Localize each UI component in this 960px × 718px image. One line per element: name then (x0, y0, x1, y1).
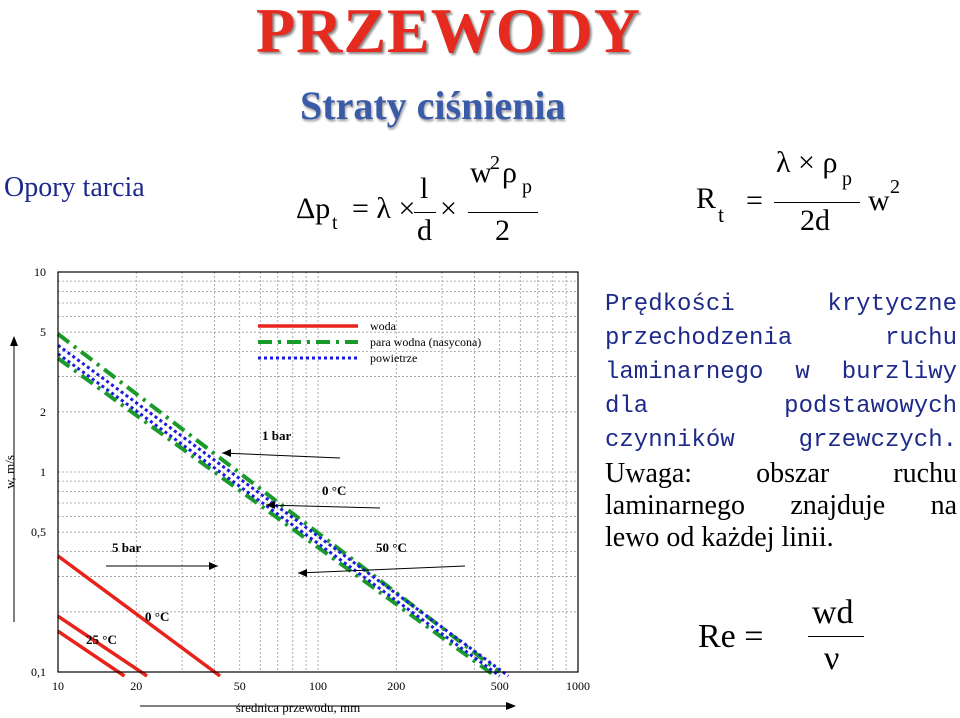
formula2-rhs-sup: 2 (890, 176, 900, 198)
note-line-last: lewo od każdej linii. (605, 522, 834, 553)
formula1-lhs: Δp (296, 192, 331, 225)
annotation-label: 1 bar (262, 428, 291, 443)
formula-reynolds: Re = wd ν (690, 592, 890, 682)
y-tick-label: 0,5 (31, 525, 46, 539)
annotation-label: 25 °C (86, 632, 117, 647)
formula2-lhs: R (696, 182, 717, 215)
page-subtitle: Straty ciśnienia (300, 83, 566, 128)
annotation-arrow (265, 504, 381, 509)
description-line: dla podstawowych (605, 393, 957, 420)
velocity-chart: 10 20 50 100 200 500 1000 0,1 0,5 1 2 5 10 średnica p… (2, 265, 590, 715)
series-line-7 (57, 352, 501, 678)
series-line-3 (57, 629, 126, 678)
x-tick-label: 1000 (566, 679, 590, 693)
description-line: przechodzenia ruchu (605, 325, 957, 352)
description-line: laminarnego w burzliwy (605, 359, 957, 386)
formula1-eq: = λ × (352, 192, 416, 225)
formula3-den: ν (824, 640, 840, 677)
note-line: laminarnego znajduje na (605, 490, 957, 521)
description-block: Prędkości krytyczne przechodzenia ruchu … (605, 288, 957, 554)
formula1-frac1-den: d (417, 214, 432, 247)
y-tick-label: 10 (34, 265, 46, 279)
y-axis-label: w, m/s (2, 455, 17, 489)
annotation-label: 0 °C (322, 483, 346, 498)
formula2-den: 2d (800, 204, 830, 237)
formula2-eq: = (746, 184, 763, 217)
y-tick-label: 2 (40, 405, 46, 419)
formula2-bar (774, 202, 860, 203)
legend-label: powietrze (370, 351, 417, 365)
formula2-lhs-sub: t (718, 202, 725, 227)
y-tick-label: 0,1 (31, 665, 46, 679)
chart-axes: 10 20 50 100 200 500 1000 0,1 0,5 1 2 5 10 średnica p… (2, 265, 590, 715)
series-line-2 (57, 614, 148, 678)
formula2-rhs: w (868, 184, 890, 217)
x-tick-label: 50 (234, 679, 246, 693)
chart-grid (58, 272, 578, 672)
x-tick-label: 100 (309, 679, 327, 693)
formula1-frac2-bar (468, 212, 538, 213)
annotation-arrowhead (266, 501, 275, 509)
formula1-frac1-bar (414, 212, 436, 213)
formula1-frac2-num: w (470, 156, 492, 189)
annotation-label: 50 °C (376, 540, 407, 555)
series-line-4 (56, 332, 501, 674)
x-axis-arrowhead (506, 702, 516, 710)
formula1-times: × (440, 192, 457, 225)
y-axis-arrowhead (10, 336, 18, 346)
chart-series (56, 332, 510, 678)
annotation-arrow (297, 565, 466, 574)
formula1-lhs-sub: t (332, 212, 338, 234)
chart-annotations: 1 bar 0 °C 5 bar 50 °C 0 °C 25 °C (86, 428, 466, 647)
formula2-num: λ × ρ (776, 146, 838, 179)
plot-frame (57, 271, 579, 673)
side-label: Opory tarcia (4, 172, 145, 203)
chart-legend: woda para wodna (nasycona) powietrze (258, 319, 481, 365)
formula-pressure-drop: Δp t = λ × l d × w 2 ρ p 2 (290, 150, 550, 250)
legend-label: woda (370, 319, 397, 333)
annotation-label: 5 bar (112, 540, 141, 555)
annotation-arrowhead (209, 562, 218, 570)
formula-unit-loss: R t = λ × ρ p 2d w 2 (690, 138, 950, 248)
formula3-num: wd (812, 594, 854, 631)
description-line: Prędkości krytyczne (605, 291, 957, 318)
formula1-frac1-num: l (420, 172, 429, 205)
series-line-6 (57, 344, 510, 678)
x-tick-label: 500 (491, 679, 509, 693)
note-line: Uwaga: obszar ruchu (605, 458, 957, 489)
y-tick-label: 5 (40, 325, 46, 339)
series-line-1 (56, 554, 222, 678)
x-axis-label: średnica przewodu, mm (236, 700, 361, 715)
formula3-bar (808, 636, 864, 637)
series-line-5 (56, 356, 497, 678)
description-line: czynników grzewczych. (605, 427, 957, 454)
x-tick-label: 10 (52, 679, 64, 693)
y-tick-label: 1 (40, 465, 46, 479)
formula3-lhs: Re = (698, 618, 764, 655)
page-title: PRZEWODY (256, 0, 641, 66)
formula1-frac2-sup: 2 (490, 152, 500, 174)
annotation-label: 0 °C (145, 609, 169, 624)
x-tick-label: 20 (130, 679, 142, 693)
annotation-arrowhead (298, 569, 307, 577)
formula1-frac2-rho: ρ (502, 156, 517, 189)
annotation-arrowhead (222, 449, 231, 457)
formula2-num-sub: p (842, 168, 852, 190)
formula1-frac2-sub: p (522, 176, 532, 198)
legend-label: para wodna (nasycona) (370, 335, 481, 349)
formula1-frac2-den: 2 (495, 214, 510, 247)
annotation-arrow (221, 452, 341, 459)
x-tick-label: 200 (387, 679, 405, 693)
